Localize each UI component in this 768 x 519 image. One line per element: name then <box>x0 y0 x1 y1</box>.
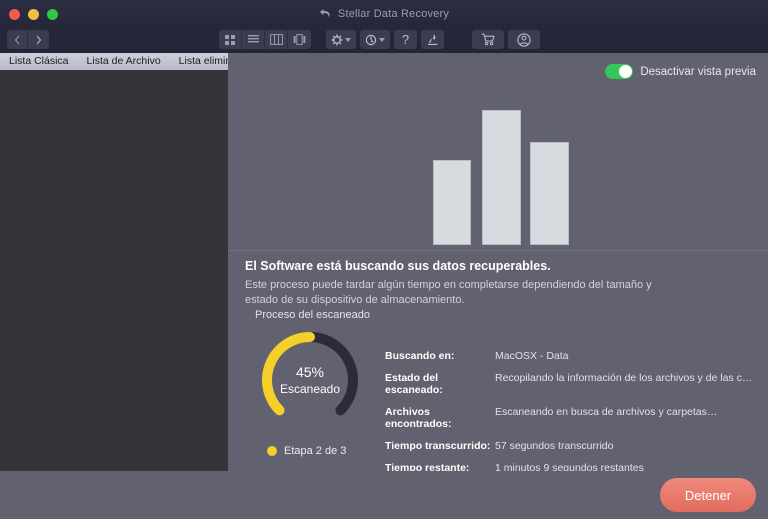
title-bar: Stellar Data Recovery <box>0 0 768 27</box>
scan-status-block: El Software está buscando sus datos recu… <box>245 259 745 308</box>
footer-bar: Detener <box>0 471 768 519</box>
progress-ring-svg <box>262 332 358 416</box>
chart-bar <box>433 160 471 245</box>
switch-knob <box>619 65 633 78</box>
microscope-icon <box>427 34 437 45</box>
info-key: Tiempo transcurrido: <box>385 440 491 452</box>
progress-percent: 45% <box>295 363 325 380</box>
process-label: Proceso del escaneado <box>255 309 370 321</box>
chart-bar <box>530 142 569 245</box>
minimize-button[interactable] <box>28 9 39 20</box>
gear-icon <box>331 34 343 45</box>
chevron-down-icon <box>379 37 385 42</box>
progress-arc <box>262 332 315 416</box>
progress-ring-center: 45% Escaneado <box>245 325 375 430</box>
store-group <box>472 30 544 49</box>
action-group: ? <box>326 30 448 49</box>
history-button[interactable] <box>360 30 390 49</box>
sidebar: Lista Clásica Lista de Archivo Lista eli… <box>0 53 249 471</box>
grid-icon <box>225 34 235 45</box>
chevron-right-icon <box>36 35 42 44</box>
icon-view-button[interactable] <box>219 30 242 49</box>
preview-toggle[interactable]: Desactivar vista previa <box>605 64 756 79</box>
info-row: Estado del escaneado: Recopilando la inf… <box>385 372 755 396</box>
section-divider <box>228 250 768 251</box>
chevron-down-icon <box>345 37 351 42</box>
scan-info-table: Buscando en: MacOSX - Data Estado del es… <box>385 350 755 484</box>
list-icon <box>247 35 259 43</box>
info-value: Recopilando la información de los archiv… <box>495 372 753 384</box>
navigation-group <box>7 30 49 49</box>
preview-toggle-label: Desactivar vista previa <box>640 65 756 78</box>
info-row: Archivos encontrados: Escaneando en busc… <box>385 406 755 430</box>
tab-lista-clasica[interactable]: Lista Clásica <box>9 55 69 67</box>
help-button[interactable]: ? <box>394 30 417 49</box>
tab-lista-de-archivo[interactable]: Lista de Archivo <box>86 55 161 67</box>
scan-status-heading: El Software está buscando sus datos recu… <box>245 259 551 273</box>
stage-dot-icon <box>267 446 277 456</box>
toolbar: ? <box>0 27 768 53</box>
settings-button[interactable] <box>326 30 356 49</box>
forward-button[interactable] <box>28 30 49 49</box>
window-controls[interactable] <box>9 9 58 20</box>
sidebar-tabstrip: Lista Clásica Lista de Archivo Lista eli… <box>0 53 249 70</box>
sidebar-file-list[interactable] <box>0 70 228 471</box>
scan-progress-ring: 45% Escaneado <box>245 325 375 430</box>
info-value: MacOSX - Data <box>495 350 569 362</box>
view-mode-group <box>219 30 311 49</box>
shopping-cart-icon <box>481 33 495 46</box>
cart-button[interactable] <box>472 30 504 49</box>
column-view-button[interactable] <box>265 30 288 49</box>
clock-icon <box>365 34 377 45</box>
info-value: Escaneando en busca de archivos y carpet… <box>495 406 718 418</box>
placeholder-bar-chart <box>433 105 569 245</box>
gallery-view-button[interactable] <box>288 30 311 49</box>
columns-icon <box>269 34 283 45</box>
stage-label: Etapa 2 de 3 <box>284 445 347 457</box>
window-title-group: Stellar Data Recovery <box>0 0 768 27</box>
back-button[interactable] <box>7 30 28 49</box>
main-content: Desactivar vista previa El Software está… <box>228 53 768 474</box>
info-key: Archivos encontrados: <box>385 406 452 430</box>
stage-indicator: Etapa 2 de 3 <box>267 445 346 457</box>
user-circle-icon <box>517 32 531 47</box>
preview-switch[interactable] <box>605 64 634 79</box>
zoom-button[interactable] <box>47 9 58 20</box>
scan-status-subtext: Este proceso puede tardar algún tiempo e… <box>245 279 652 306</box>
stop-button[interactable]: Detener <box>660 478 756 512</box>
list-view-button[interactable] <box>242 30 265 49</box>
info-key: Estado del escaneado: <box>385 372 443 396</box>
account-button[interactable] <box>508 30 540 49</box>
info-row: Buscando en: MacOSX - Data <box>385 350 755 362</box>
progress-track <box>305 332 358 416</box>
info-row: Tiempo transcurrido: 57 segundos transcu… <box>385 440 755 452</box>
progress-state-label: Escaneado <box>279 381 341 396</box>
gallery-icon <box>293 34 306 45</box>
question-mark-icon: ? <box>401 32 410 47</box>
window-title: Stellar Data Recovery <box>337 7 450 20</box>
chart-bar <box>482 110 521 245</box>
info-key: Buscando en: <box>385 350 455 362</box>
back-arrow-icon <box>319 9 330 18</box>
scan-tool-button[interactable] <box>421 30 444 49</box>
info-value: 57 segundos transcurrido <box>495 440 614 452</box>
close-button[interactable] <box>9 9 20 20</box>
chevron-left-icon <box>14 35 19 44</box>
